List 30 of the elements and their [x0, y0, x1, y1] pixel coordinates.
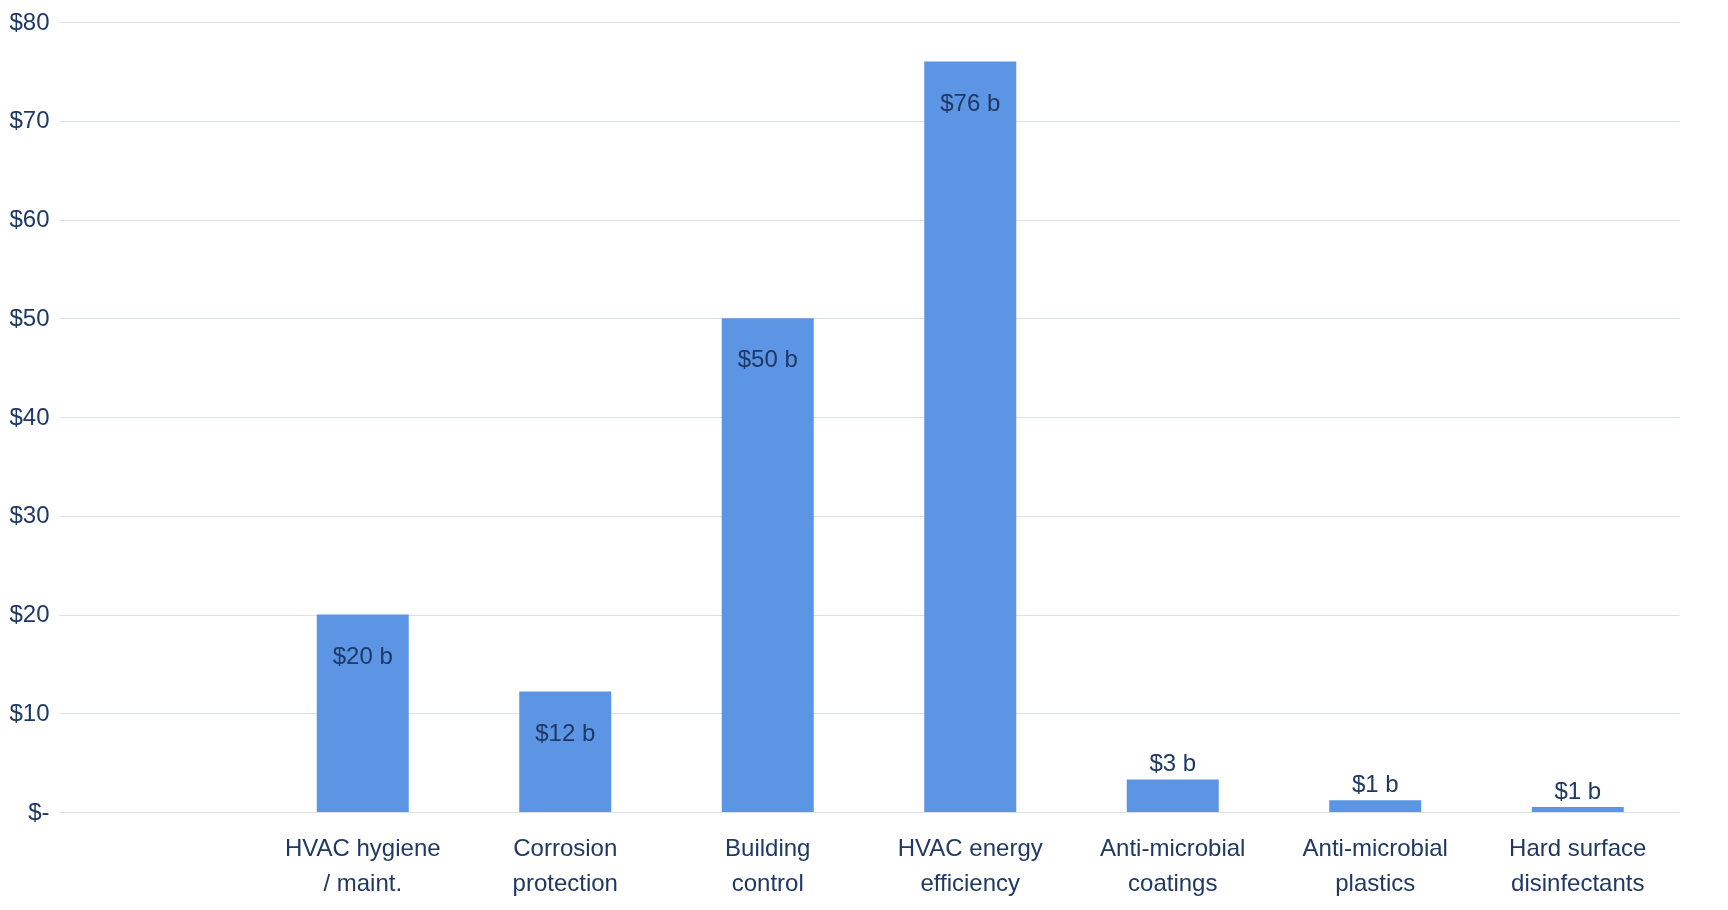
data-label: $50 b — [737, 345, 798, 373]
bar — [1126, 779, 1219, 812]
x-tick-label: HVAC energy efficiency — [897, 833, 1043, 896]
y-tick-label: $- — [28, 797, 50, 825]
bar — [1329, 800, 1422, 812]
data-label: $1 b — [1351, 770, 1399, 798]
x-tick-label: Anti-microbial plastics — [1302, 833, 1448, 896]
data-label: $3 b — [1149, 749, 1197, 777]
y-tick-label: $70 — [9, 106, 50, 134]
data-label: $76 b — [940, 88, 1001, 116]
y-tick-label: $20 — [9, 600, 50, 627]
data-label: $12 b — [535, 718, 596, 746]
bar — [316, 614, 409, 812]
y-tick-label: $40 — [9, 402, 50, 430]
bar — [721, 318, 814, 812]
bar — [1531, 807, 1624, 812]
y-tick-label: $60 — [9, 205, 50, 232]
y-tick-label: $10 — [9, 698, 50, 726]
x-tick-label: Anti-microbial coatings — [1100, 833, 1246, 896]
data-label: $1 b — [1554, 777, 1602, 805]
data-label: $20 b — [332, 641, 393, 669]
y-tick-label: $80 — [9, 7, 50, 35]
x-tick-label: Hard surface disinfectants — [1509, 833, 1647, 896]
x-tick-label: HVAC hygiene / maint. — [284, 833, 441, 896]
bar — [519, 691, 612, 812]
bar — [924, 61, 1017, 812]
x-tick-label: Corrosion protection — [512, 833, 618, 896]
y-tick-label: $50 — [9, 303, 50, 331]
y-tick-label: $30 — [9, 501, 50, 529]
x-tick-label: Building control — [725, 833, 811, 896]
